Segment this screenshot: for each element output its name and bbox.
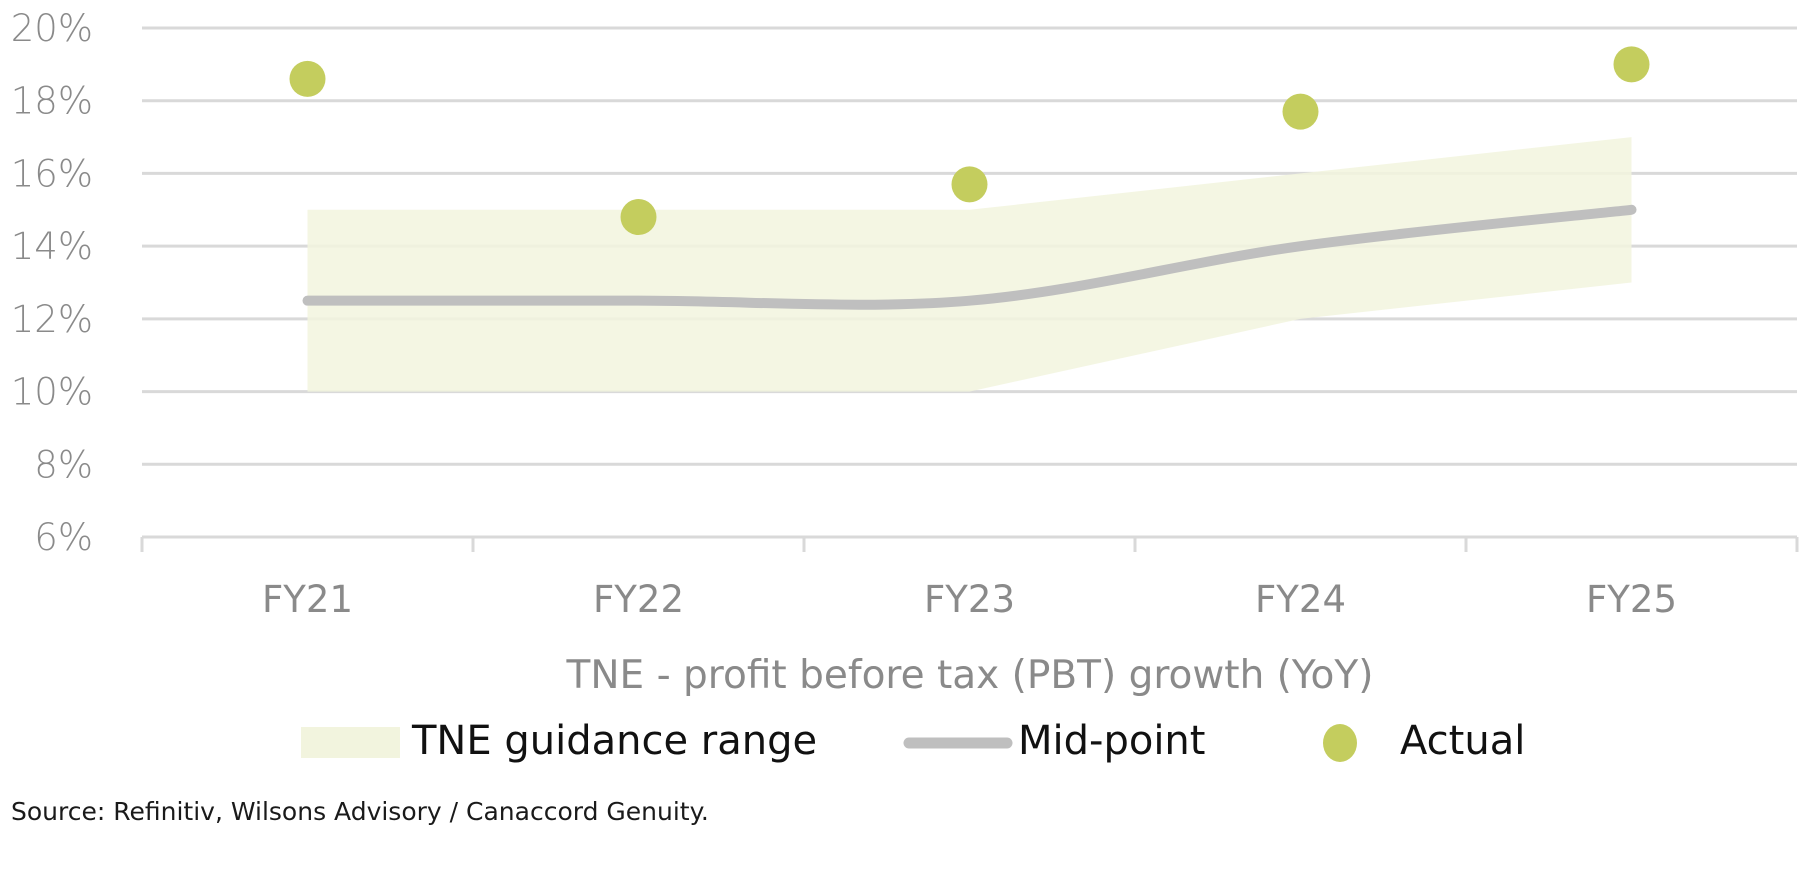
midpoint-line-layer (302, 204, 1637, 310)
guidance-band-layer (307, 137, 1632, 392)
legend-item-guidance-range[interactable]: TNE guidance range (301, 718, 817, 764)
x-axis-title: TNE - profit before tax (PBT) growth (Yo… (566, 653, 1374, 698)
x-tick-label: FY23 (924, 578, 1015, 621)
legend-item-actual[interactable]: Actual (1323, 718, 1525, 764)
y-tick-labels: 6% 8% 10% 12% 14% 16% 18% 20% (11, 7, 93, 559)
y-tick-label: 20% (11, 7, 93, 50)
x-tick-label: FY22 (593, 578, 684, 621)
legend-label-midpoint: Mid-point (1018, 718, 1205, 764)
legend-label-guidance-range: TNE guidance range (411, 718, 817, 764)
legend-swatch-band (301, 727, 400, 758)
legend-label-actual: Actual (1400, 718, 1525, 764)
midpoint-line (302, 204, 1637, 310)
y-tick-label: 8% (34, 443, 93, 486)
y-tick-label: 14% (11, 225, 93, 268)
actual-point (951, 166, 988, 203)
legend: TNE guidance range Mid-point Actual (301, 718, 1525, 764)
actual-point (289, 60, 326, 97)
source-note: Source: Refinitiv, Wilsons Advisory / Ca… (11, 797, 709, 826)
actual-point (1282, 93, 1319, 130)
actual-point (1613, 46, 1650, 83)
legend-swatch-dot (1323, 724, 1357, 762)
y-tick-label: 6% (34, 516, 93, 559)
x-tick-label: FY21 (262, 578, 353, 621)
x-axis (140, 535, 1799, 552)
legend-item-midpoint[interactable]: Mid-point (903, 718, 1205, 764)
y-tick-label: 16% (11, 152, 93, 195)
guidance-range-band (307, 137, 1632, 392)
y-tick-label: 10% (11, 371, 93, 414)
x-tick-labels: FY21 FY22 FY23 FY24 FY25 (262, 578, 1677, 621)
x-tick-label: FY25 (1586, 578, 1677, 621)
actual-points-layer (289, 46, 1650, 236)
y-tick-label: 18% (11, 80, 93, 123)
x-tick-label: FY24 (1255, 578, 1346, 621)
y-tick-label: 12% (11, 298, 93, 341)
actual-point (620, 199, 657, 236)
